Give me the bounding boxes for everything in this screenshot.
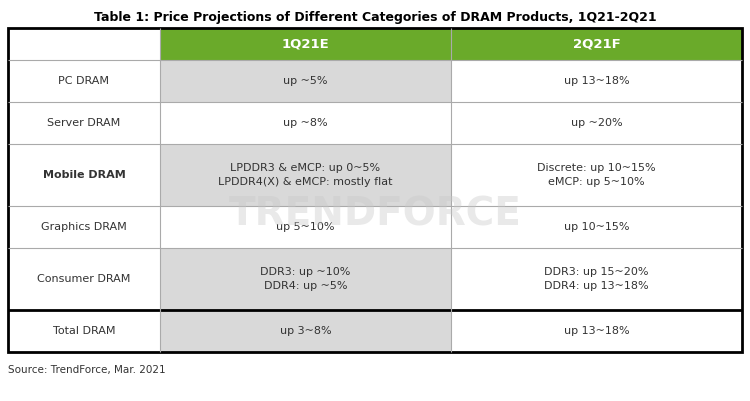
- Text: DDR3: up 15~20%
DDR4: up 13~18%: DDR3: up 15~20% DDR4: up 13~18%: [544, 267, 649, 292]
- Text: TRENDFORCE: TRENDFORCE: [229, 196, 521, 234]
- Text: up 13~18%: up 13~18%: [564, 76, 629, 86]
- Text: LPDDR3 & eMCP: up 0~5%
LPDDR4(X) & eMCP: mostly flat: LPDDR3 & eMCP: up 0~5% LPDDR4(X) & eMCP:…: [218, 162, 393, 187]
- Text: up ~5%: up ~5%: [284, 76, 328, 86]
- Text: up 10~15%: up 10~15%: [564, 222, 629, 232]
- Bar: [160, 60, 451, 102]
- Text: DDR3: up ~10%
DDR4: up ~5%: DDR3: up ~10% DDR4: up ~5%: [260, 267, 351, 292]
- Bar: [451, 206, 742, 248]
- Bar: [8, 28, 160, 60]
- Bar: [160, 248, 451, 310]
- Text: Source: TrendForce, Mar. 2021: Source: TrendForce, Mar. 2021: [8, 365, 166, 375]
- Text: 1Q21E: 1Q21E: [282, 38, 329, 51]
- Text: up ~20%: up ~20%: [571, 118, 622, 128]
- Bar: [160, 144, 451, 206]
- Text: up 5~10%: up 5~10%: [276, 222, 334, 232]
- Text: up 13~18%: up 13~18%: [564, 326, 629, 336]
- Bar: [160, 310, 451, 352]
- Bar: [451, 144, 742, 206]
- Bar: [451, 248, 742, 310]
- Bar: [451, 102, 742, 144]
- Text: PC DRAM: PC DRAM: [58, 76, 110, 86]
- Bar: [8, 28, 742, 352]
- Text: Server DRAM: Server DRAM: [47, 118, 121, 128]
- Bar: [8, 144, 160, 206]
- Bar: [160, 206, 451, 248]
- Bar: [8, 310, 160, 352]
- Bar: [8, 248, 160, 310]
- Bar: [8, 60, 160, 102]
- Bar: [160, 28, 451, 60]
- Text: Total DRAM: Total DRAM: [53, 326, 116, 336]
- Bar: [8, 206, 160, 248]
- Bar: [451, 28, 742, 60]
- Bar: [451, 310, 742, 352]
- Text: Mobile DRAM: Mobile DRAM: [43, 170, 125, 180]
- Text: Graphics DRAM: Graphics DRAM: [41, 222, 127, 232]
- Text: up ~8%: up ~8%: [284, 118, 328, 128]
- Bar: [8, 102, 160, 144]
- Text: 2Q21F: 2Q21F: [573, 38, 620, 51]
- Bar: [160, 102, 451, 144]
- Text: Consumer DRAM: Consumer DRAM: [38, 274, 130, 284]
- Bar: [451, 60, 742, 102]
- Text: up 3~8%: up 3~8%: [280, 326, 332, 336]
- Text: Discrete: up 10~15%
eMCP: up 5~10%: Discrete: up 10~15% eMCP: up 5~10%: [537, 162, 656, 187]
- Text: Table 1: Price Projections of Different Categories of DRAM Products, 1Q21-2Q21: Table 1: Price Projections of Different …: [94, 12, 656, 24]
